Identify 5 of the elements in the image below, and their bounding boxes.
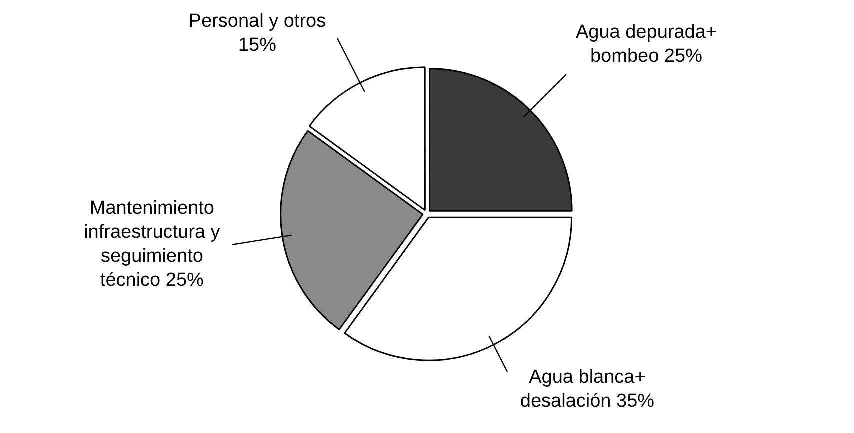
slice-label: Personal y otros — [188, 11, 326, 32]
data-label: 15% — [238, 35, 277, 56]
slice-label: Mantenimiento infraestructura y seguimiento técnico 25% — [84, 198, 221, 292]
slice-label: Agua depurada+ bombeo 25% — [576, 22, 717, 67]
slice-label: Agua blanca+ desalación 35% — [520, 367, 655, 412]
